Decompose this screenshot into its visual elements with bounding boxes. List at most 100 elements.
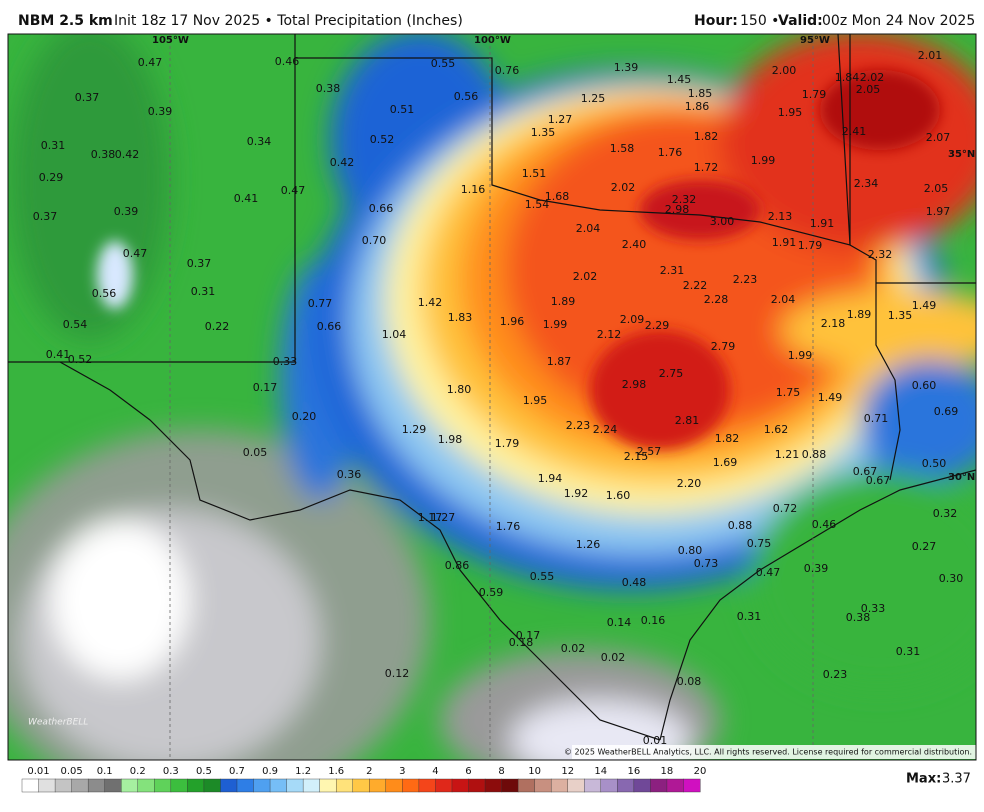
- lon-label: 95°W: [800, 35, 830, 46]
- precip-label: 1.62: [764, 423, 789, 436]
- precip-label: 0.88: [728, 519, 753, 532]
- precip-label: 1.42: [418, 296, 443, 309]
- precip-label: 2.98: [622, 378, 647, 391]
- colorbar-swatch: [402, 778, 420, 793]
- precip-label: 1.17: [418, 511, 443, 524]
- valid-label: Valid:: [778, 13, 823, 29]
- colorbar-swatch: [121, 778, 139, 793]
- precip-label: 0.38: [91, 148, 116, 161]
- precip-label: 1.91: [810, 217, 835, 230]
- colorbar-swatch: [666, 778, 684, 793]
- precip-label: 2.31: [660, 264, 685, 277]
- precip-label: 0.75: [747, 537, 772, 550]
- precip-label: 0.02: [601, 651, 626, 664]
- colorbar-label: 18: [661, 766, 674, 777]
- precip-label: 2.18: [821, 317, 846, 330]
- precip-label: 0.67: [866, 474, 891, 487]
- precip-label: 1.95: [523, 394, 548, 407]
- colorbar-swatch: [104, 778, 122, 793]
- colorbar-swatch: [501, 778, 519, 793]
- colorbar-swatch: [253, 778, 271, 793]
- precip-label: 0.52: [68, 353, 93, 366]
- colorbar-swatch: [38, 778, 56, 793]
- precip-label: 1.99: [543, 318, 568, 331]
- precip-label: 0.86: [445, 559, 470, 572]
- precip-label: 1.83: [448, 311, 473, 324]
- precip-label: 1.29: [402, 423, 427, 436]
- precip-label: 2.15: [624, 450, 649, 463]
- colorbar-swatch: [418, 778, 436, 793]
- precip-label: 2.09: [620, 313, 645, 326]
- colorbar-label: 0.1: [97, 766, 113, 777]
- precip-label: 1.16: [461, 183, 486, 196]
- precip-label: 1.86: [685, 100, 710, 113]
- colorbar-label: 14: [594, 766, 607, 777]
- precip-label: 0.46: [812, 518, 837, 531]
- precip-label: 1.79: [495, 437, 520, 450]
- precip-label: 0.16: [641, 614, 666, 627]
- precip-label: 0.37: [33, 210, 58, 223]
- precip-label: 0.08: [677, 675, 702, 688]
- precip-label: 0.56: [92, 287, 117, 300]
- colorbar-label: 16: [627, 766, 640, 777]
- valid-value: 00z Mon 24 Nov 2025: [822, 13, 975, 29]
- colorbar-swatch: [187, 778, 205, 793]
- precip-label: 1.49: [818, 391, 843, 404]
- precip-label: 1.79: [798, 239, 823, 252]
- precip-label: 1.94: [538, 472, 563, 485]
- precip-label: 0.30: [939, 572, 964, 585]
- colorbar-swatch: [369, 778, 387, 793]
- precip-label: 2.04: [771, 293, 796, 306]
- colorbar-swatch: [435, 778, 453, 793]
- precip-label: 1.89: [551, 295, 576, 308]
- precip-label: 1.27: [548, 113, 573, 126]
- precip-label: 0.37: [187, 257, 212, 270]
- precip-label: 2.04: [576, 222, 601, 235]
- precip-label: 2.28: [704, 293, 729, 306]
- precip-label: 0.12: [385, 667, 410, 680]
- precip-label: 0.52: [370, 133, 395, 146]
- colorbar-swatch: [319, 778, 337, 793]
- precip-label: 2.81: [675, 414, 700, 427]
- precip-label: 2.32: [868, 248, 893, 261]
- precip-label: 1.85: [688, 87, 713, 100]
- precip-label: 0.18: [509, 636, 534, 649]
- precip-label: 0.54: [63, 318, 88, 331]
- max-value: 3.37: [942, 772, 971, 787]
- colorbar-swatch: [385, 778, 403, 793]
- colorbar-swatch: [286, 778, 304, 793]
- precip-label: 0.39: [804, 562, 829, 575]
- precip-label: 0.33: [861, 602, 886, 615]
- precip-label: 0.42: [330, 156, 355, 169]
- precip-label: 2.13: [768, 210, 793, 223]
- precip-label: 0.42: [115, 148, 140, 161]
- colorbar-swatch: [203, 778, 221, 793]
- precip-label: 0.41: [234, 192, 259, 205]
- precip-label: 0.38: [846, 611, 871, 624]
- precip-label: 1.26: [576, 538, 601, 551]
- precip-label: 0.76: [495, 64, 520, 77]
- precip-label: 0.88: [802, 448, 827, 461]
- colorbar-swatch: [451, 778, 469, 793]
- precip-label: 2.98: [665, 203, 690, 216]
- colorbar-swatch: [335, 778, 354, 793]
- precip-label: 2.22: [683, 279, 708, 292]
- precip-label: 1.54: [525, 198, 550, 211]
- borders: [8, 34, 976, 741]
- precip-label: 2.24: [593, 423, 618, 436]
- precip-label: 0.47: [123, 247, 148, 260]
- precip-label: 0.66: [317, 320, 342, 333]
- precip-label: 0.70: [362, 234, 387, 247]
- precip-label: 0.20: [292, 410, 317, 423]
- precip-label: 0.47: [138, 56, 163, 69]
- precip-label: 2.32: [672, 193, 697, 206]
- precip-label: 2.05: [856, 83, 881, 96]
- precip-label: 0.34: [247, 135, 272, 148]
- colorbar-label: 12: [561, 766, 574, 777]
- precip-label: 2.23: [566, 419, 591, 432]
- precip-label: 1.87: [547, 355, 572, 368]
- precip-label: 1.45: [667, 73, 692, 86]
- colorbar-swatch: [484, 778, 503, 793]
- colorbar-swatch: [534, 778, 552, 793]
